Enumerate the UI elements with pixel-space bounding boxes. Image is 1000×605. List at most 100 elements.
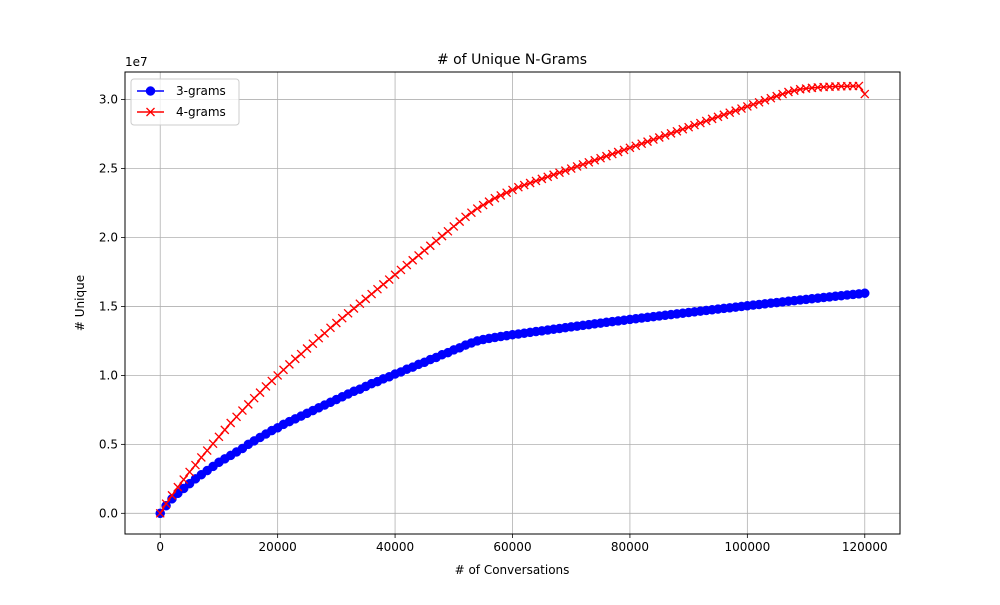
data-point-4-grams (637, 139, 647, 149)
data-point-4-grams (414, 250, 424, 260)
data-point-4-grams (185, 467, 195, 477)
y-tick-label: 0.5 (99, 437, 118, 451)
data-point-4-grams (167, 490, 177, 500)
data-point-4-grams (196, 453, 206, 462)
data-point-4-grams (578, 159, 588, 169)
data-point-4-grams (560, 166, 570, 176)
y-tick-label: 1.0 (99, 368, 118, 382)
data-point-4-grams (425, 241, 435, 251)
data-point-4-grams (431, 236, 441, 246)
data-point-4-grams (854, 81, 864, 91)
data-point-4-grams (555, 168, 564, 178)
data-point-4-grams (601, 151, 611, 161)
data-point-4-grams (378, 279, 388, 289)
data-point-4-grams (643, 137, 652, 147)
data-point-4-grams (290, 354, 300, 364)
x-tick-label: 60000 (493, 540, 531, 554)
data-point-4-grams (549, 170, 559, 180)
data-point-4-grams (766, 93, 776, 103)
data-point-4-grams (326, 323, 335, 333)
data-point-4-grams (496, 190, 506, 200)
data-point-4-grams (619, 145, 629, 155)
data-point-4-grams (860, 89, 870, 99)
data-point-4-grams (437, 231, 447, 241)
x-axis-label: # of Conversations (455, 563, 570, 577)
data-point-4-grams (625, 143, 635, 153)
x-tick-label: 20000 (259, 540, 297, 554)
data-point-4-grams (631, 141, 641, 151)
y-tick-label: 3.0 (99, 93, 118, 107)
data-point-4-grams (648, 135, 658, 145)
legend-label-4-grams: 4-grams (176, 105, 226, 119)
data-point-4-grams (525, 178, 535, 188)
data-point-4-grams (408, 255, 418, 265)
data-point-4-grams (660, 130, 670, 140)
data-point-4-grams (613, 147, 623, 157)
tick-layer: 0 20000 40000 60000 80000 100000 120000 0.0 0.5 1… (99, 93, 888, 554)
data-point-3-grams (860, 288, 870, 298)
data-point-4-grams (478, 200, 488, 210)
data-point-4-grams (754, 97, 764, 107)
y-tick-label: 2.5 (99, 162, 118, 176)
legend-item-4-grams: 4-grams (137, 105, 226, 119)
data-point-4-grams (690, 120, 699, 130)
legend-label-3-grams: 3-grams (176, 84, 226, 98)
y-tick-label: 0.0 (99, 506, 118, 520)
data-point-4-grams (596, 153, 606, 163)
data-point-4-grams (396, 265, 406, 275)
data-point-4-grams (590, 155, 600, 165)
data-point-4-grams (666, 128, 676, 138)
data-point-4-grams (214, 432, 224, 442)
data-point-4-grams (760, 95, 770, 105)
data-point-4-grams (508, 185, 517, 195)
data-point-4-grams (384, 275, 394, 285)
legend-marker-3-grams (145, 86, 156, 96)
data-point-4-grams (302, 344, 312, 353)
data-point-4-grams (361, 294, 371, 304)
data-point-4-grams (466, 208, 476, 218)
data-point-4-grams (695, 118, 705, 128)
data-point-4-grams (208, 439, 218, 449)
data-point-4-grams (155, 508, 165, 518)
data-point-4-grams (179, 475, 189, 484)
data-point-4-grams (713, 112, 723, 122)
data-point-4-grams (731, 106, 741, 116)
data-point-4-grams (748, 99, 758, 109)
data-point-4-grams (173, 482, 183, 492)
data-point-4-grams (455, 217, 465, 227)
data-point-4-grams (349, 304, 359, 313)
data-point-4-grams (367, 289, 377, 299)
legend: 3-grams 4-grams (130, 78, 240, 126)
data-point-4-grams (537, 174, 547, 184)
data-point-4-grams (502, 188, 512, 198)
data-point-4-grams (654, 133, 664, 142)
data-point-4-grams (190, 460, 200, 470)
data-point-4-grams (220, 425, 230, 435)
data-point-4-grams (672, 126, 682, 136)
data-point-4-grams (543, 172, 553, 182)
data-point-4-grams (566, 164, 576, 173)
data-point-4-grams (202, 446, 212, 456)
data-point-4-grams (719, 110, 729, 120)
y-axis-label: # Unique (73, 275, 87, 331)
data-point-4-grams (531, 176, 541, 186)
y-tick-label: 1.5 (99, 299, 118, 313)
data-point-4-grams (373, 284, 382, 294)
data-point-4-grams (684, 122, 694, 132)
series-3-grams (155, 288, 870, 519)
data-point-4-grams (390, 270, 400, 280)
data-point-4-grams (419, 246, 429, 256)
data-point-4-grams (737, 104, 746, 114)
data-point-4-grams (314, 333, 324, 343)
y-tick-label: 2.0 (99, 230, 118, 244)
data-point-4-grams (742, 102, 752, 111)
x-tick-label: 120000 (842, 540, 888, 554)
data-point-4-grams (161, 499, 171, 509)
x-tick-label: 0 (156, 540, 164, 554)
data-point-4-grams (443, 226, 453, 236)
data-point-4-grams (449, 222, 459, 231)
data-point-4-grams (472, 204, 482, 213)
data-point-4-grams (490, 193, 500, 203)
